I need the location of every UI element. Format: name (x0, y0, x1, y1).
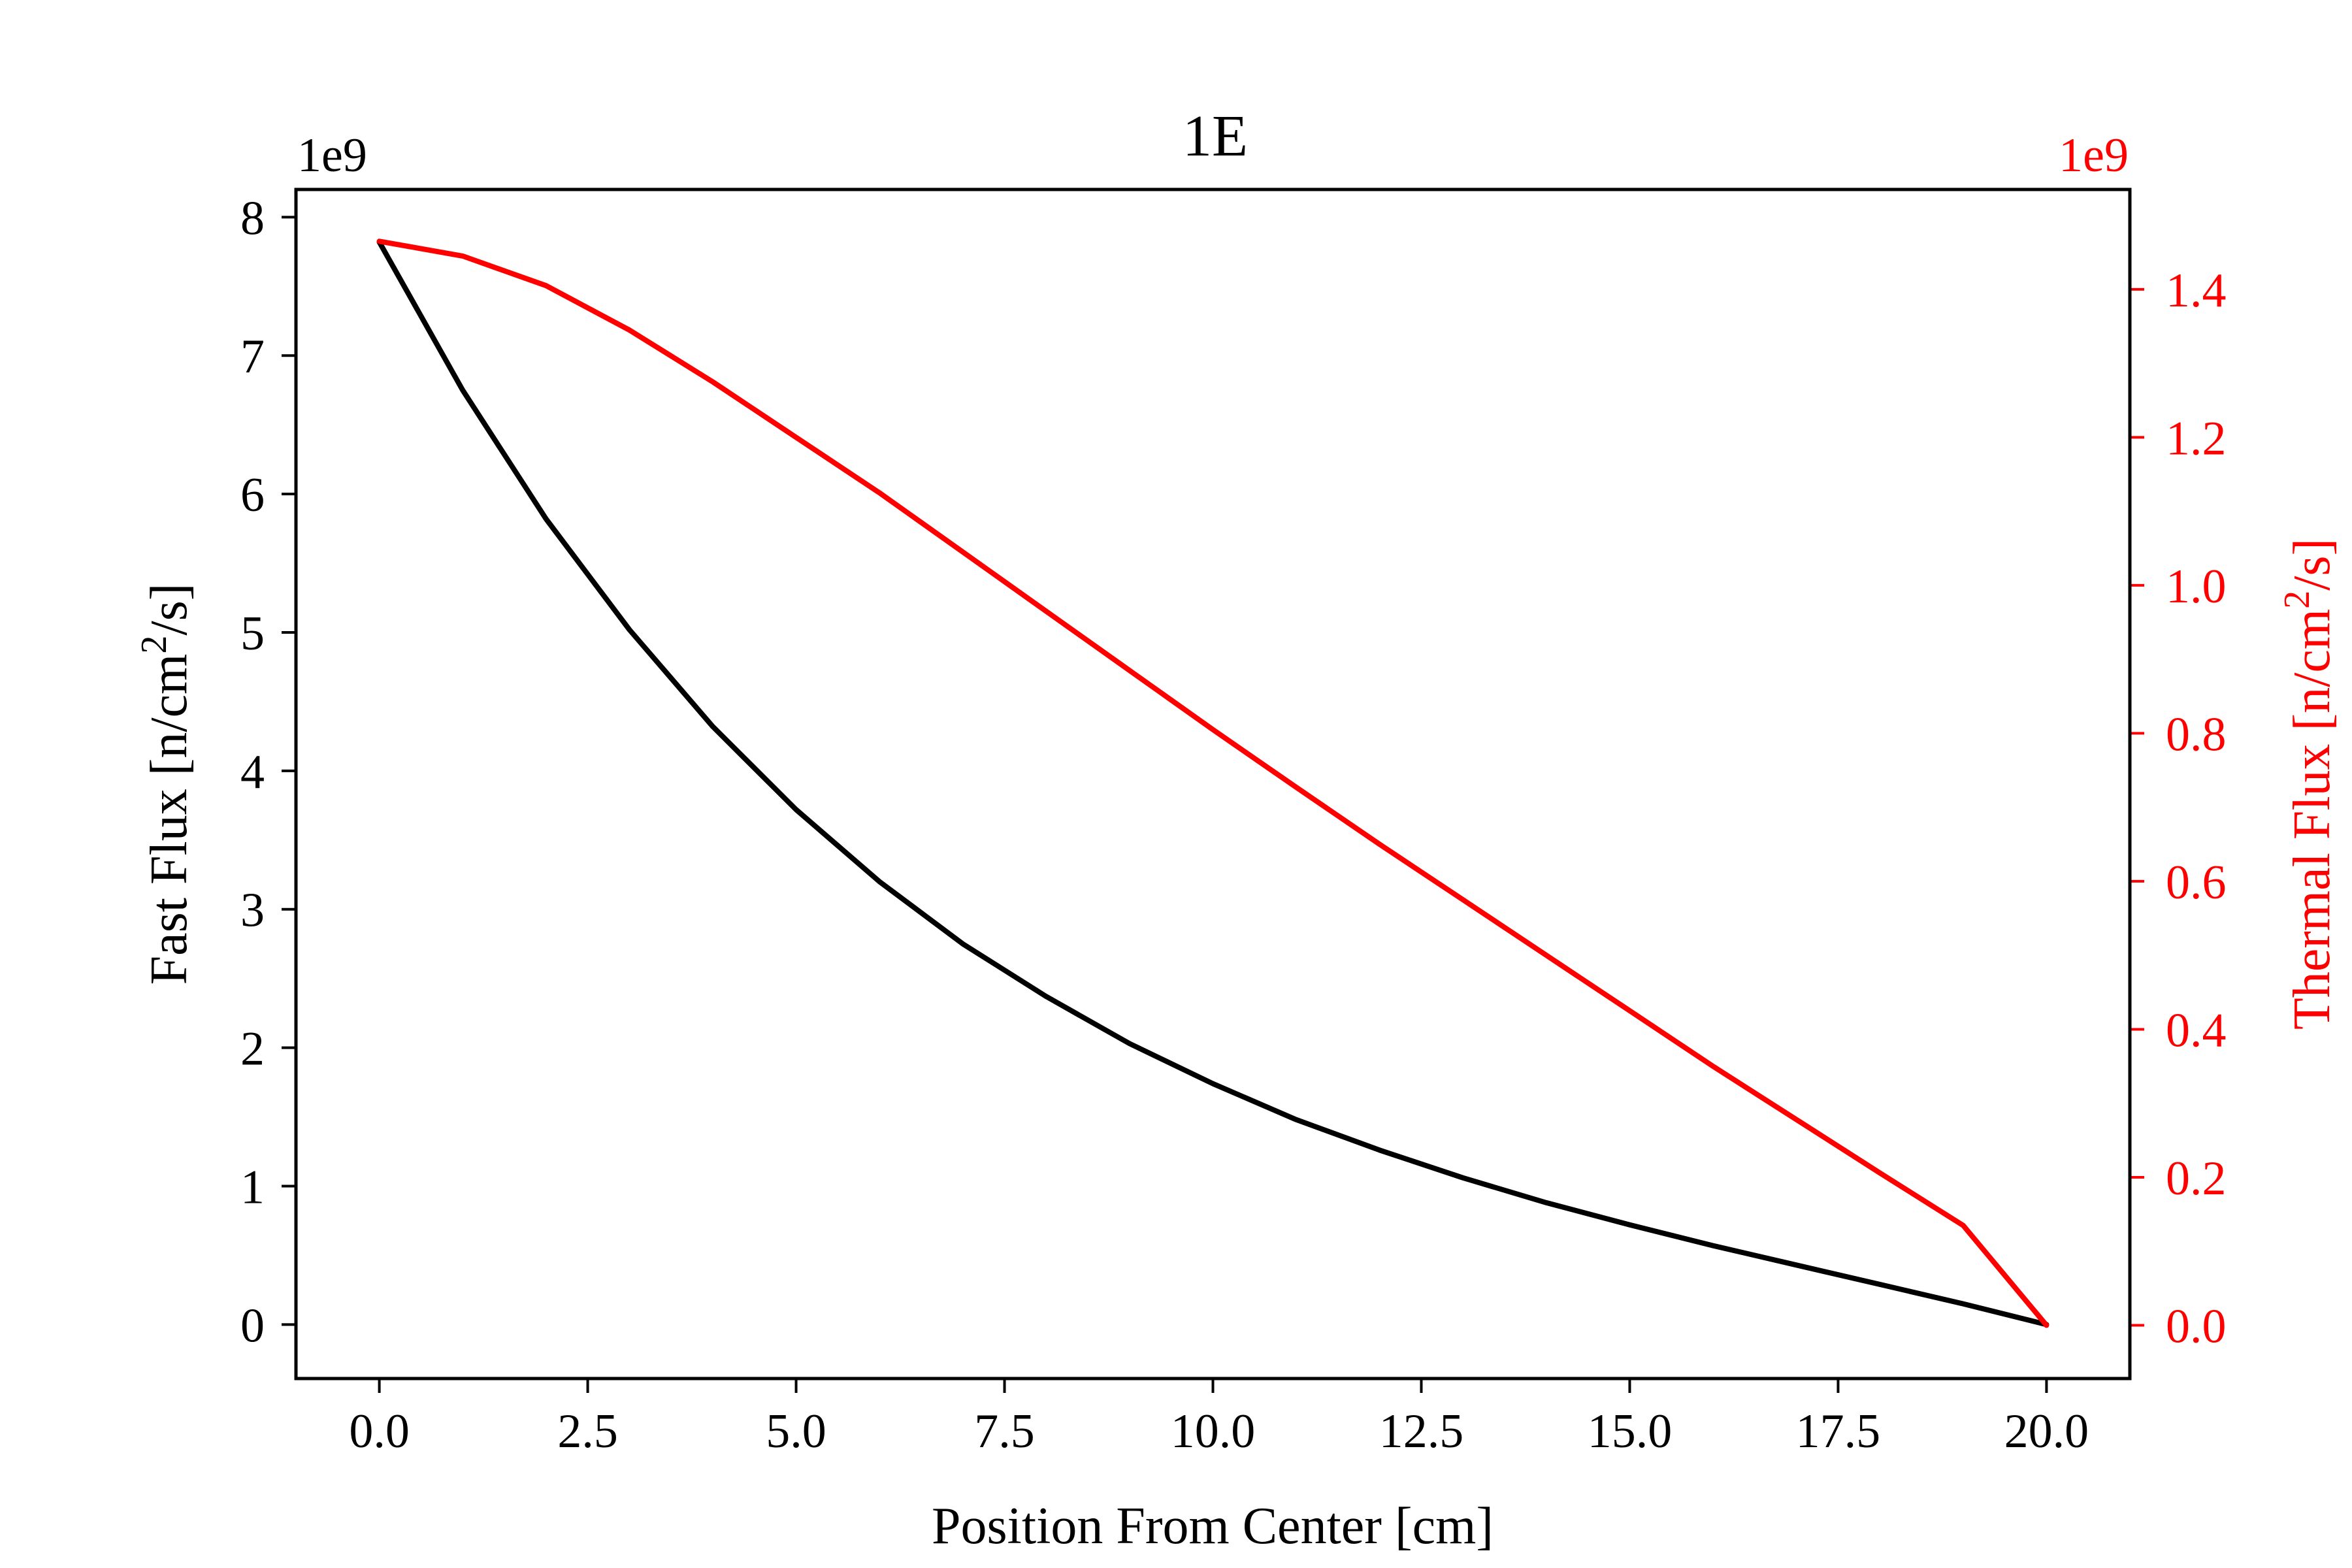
right-y-tick-label: 1.4 (2166, 264, 2227, 318)
left-y-tick-label: 0 (240, 1299, 265, 1352)
left-y-axis-ticks: 0 1 2 3 4 5 6 7 8 (240, 191, 296, 1352)
left-y-label-base: Fast Flux [n/cm (140, 654, 198, 985)
x-axis-ticks: 0.0 2.5 5.0 7.5 10.0 12.5 15.0 17.5 20.0 (349, 1379, 2089, 1458)
left-y-tick-label: 6 (240, 468, 265, 522)
left-y-tick-label: 7 (240, 330, 265, 384)
x-tick-label: 10.0 (1171, 1405, 1256, 1458)
x-axis-label: Position From Center [cm] (932, 1497, 1494, 1555)
right-offset-label: 1e9 (2059, 129, 2129, 182)
right-y-label-tail: /s] (2283, 538, 2341, 591)
x-tick-label: 0.0 (349, 1405, 410, 1458)
x-tick-label: 20.0 (2004, 1405, 2089, 1458)
left-y-tick-label: 5 (240, 607, 265, 661)
right-y-tick-label: 0.4 (2166, 1004, 2227, 1057)
fast-flux-line (376, 239, 2050, 1328)
x-tick-label: 5.0 (766, 1405, 826, 1458)
left-y-tick-label: 4 (240, 745, 265, 799)
chart-title: 1E (1183, 104, 1248, 169)
right-y-tick-label: 0.6 (2166, 856, 2227, 909)
right-y-tick-label: 0.8 (2166, 708, 2227, 761)
left-y-axis-label: Fast Flux [n/cm2/s] (134, 583, 198, 985)
left-y-tick-label: 8 (240, 191, 265, 245)
left-y-label-tail: /s] (140, 583, 198, 636)
x-tick-label: 7.5 (974, 1405, 1035, 1458)
right-y-label-base: Thermal Flux [n/cm (2283, 609, 2341, 1030)
right-y-label-superscript: 2 (2277, 591, 2317, 609)
left-y-tick-label: 2 (240, 1022, 265, 1076)
x-tick-label: 15.0 (1588, 1405, 1673, 1458)
x-tick-label: 12.5 (1379, 1405, 1464, 1458)
x-tick-label: 17.5 (1796, 1405, 1881, 1458)
plot-lines (376, 238, 2050, 1328)
right-y-tick-label: 1.2 (2166, 412, 2227, 465)
left-y-tick-label: 3 (240, 884, 265, 938)
right-y-tick-label: 1.0 (2166, 560, 2227, 613)
left-y-label-superscript: 2 (134, 636, 174, 654)
plot-frame (294, 188, 2132, 1380)
left-offset-label: 1e9 (297, 129, 367, 182)
x-tick-label: 2.5 (557, 1405, 618, 1458)
right-y-tick-label: 0.0 (2166, 1299, 2227, 1353)
right-y-axis-ticks: 0.0 0.2 0.4 0.6 0.8 1.0 1.2 1.4 (2130, 264, 2227, 1353)
thermal-flux-line (376, 238, 2050, 1328)
left-y-tick-label: 1 (240, 1160, 265, 1214)
right-y-axis-label: Thermal Flux [n/cm2/s] (2277, 538, 2341, 1030)
right-y-tick-label: 0.2 (2166, 1152, 2227, 1205)
